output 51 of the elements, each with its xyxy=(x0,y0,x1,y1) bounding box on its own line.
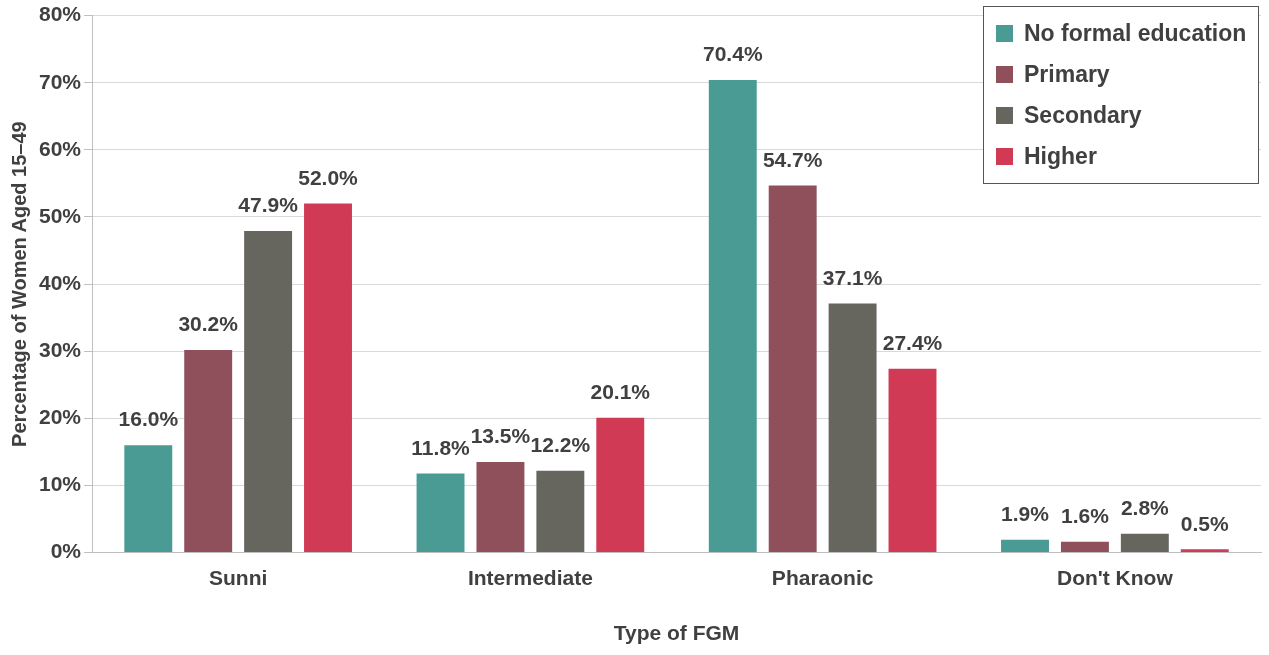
bar xyxy=(304,203,352,553)
y-tick-label: 20% xyxy=(39,405,82,429)
data-label: 2.8% xyxy=(1120,496,1170,520)
y-tick-label: 10% xyxy=(39,472,82,496)
data-label: 37.1% xyxy=(822,265,883,289)
bar xyxy=(244,231,293,553)
bar xyxy=(888,368,937,553)
bar xyxy=(476,461,525,553)
bar xyxy=(124,445,173,553)
bar xyxy=(416,473,465,553)
data-label: 20.1% xyxy=(590,379,651,403)
x-axis-title: Type of FGM xyxy=(613,621,740,645)
legend-label: Secondary xyxy=(1024,101,1142,129)
x-tick-label: Sunni xyxy=(208,566,268,589)
data-label: 52.0% xyxy=(298,165,359,189)
bar xyxy=(536,470,585,553)
bar xyxy=(708,80,757,553)
legend-label: Primary xyxy=(1024,60,1110,88)
y-tick-label: 40% xyxy=(39,270,82,294)
legend-label: Higher xyxy=(1024,142,1097,170)
y-tick-label: 30% xyxy=(39,338,82,362)
y-tick-label: 80% xyxy=(39,2,82,26)
bar xyxy=(1001,539,1049,553)
bar xyxy=(1120,533,1169,553)
data-label: 11.8% xyxy=(411,435,471,459)
bar xyxy=(1180,549,1229,553)
data-label: 16.0% xyxy=(118,407,179,431)
bar xyxy=(184,349,233,553)
legend-label: No formal education xyxy=(1024,19,1247,47)
data-label: 1.6% xyxy=(1060,504,1110,528)
data-label: 70.4% xyxy=(703,42,763,66)
y-axis-title: Percentage of Women Aged 15–49 xyxy=(7,121,30,447)
data-label: 12.2% xyxy=(530,433,591,456)
x-tick-label: Don't Know xyxy=(1056,566,1174,589)
bar xyxy=(768,185,817,553)
y-tick-label: 60% xyxy=(39,136,82,160)
y-tick-label: 0% xyxy=(50,539,82,563)
data-label: 0.5% xyxy=(1180,511,1229,535)
x-tick-label: Intermediate xyxy=(467,566,593,589)
bar xyxy=(596,417,645,553)
data-label: 1.9% xyxy=(1001,502,1050,526)
y-tick-label: 70% xyxy=(39,69,82,93)
data-label: 47.9% xyxy=(238,193,299,217)
y-tick-label: 50% xyxy=(39,203,82,227)
data-label: 13.5% xyxy=(470,424,531,448)
x-tick-label: Pharaonic xyxy=(771,566,874,589)
data-label: 27.4% xyxy=(882,330,943,354)
bar xyxy=(828,303,877,553)
data-label: 54.7% xyxy=(762,147,823,171)
bar xyxy=(1060,541,1109,553)
data-label: 30.2% xyxy=(178,312,239,336)
